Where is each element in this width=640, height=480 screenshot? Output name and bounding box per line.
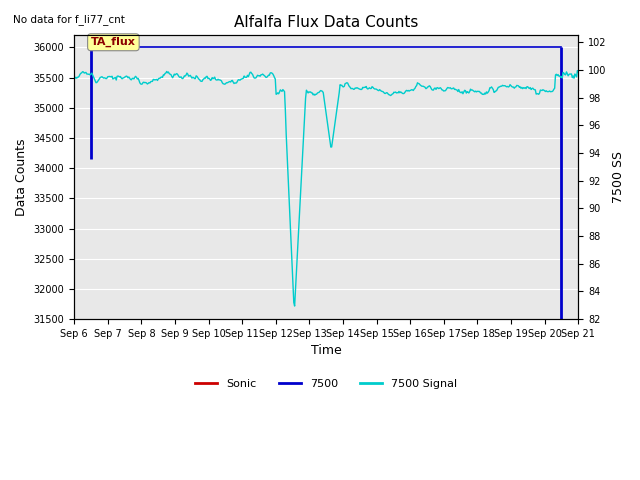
Y-axis label: 7500 SS: 7500 SS bbox=[612, 151, 625, 203]
Y-axis label: Data Counts: Data Counts bbox=[15, 138, 28, 216]
Title: Alfalfa Flux Data Counts: Alfalfa Flux Data Counts bbox=[234, 15, 419, 30]
Text: TA_flux: TA_flux bbox=[91, 37, 136, 48]
Text: No data for f_li77_cnt: No data for f_li77_cnt bbox=[13, 13, 125, 24]
X-axis label: Time: Time bbox=[311, 344, 342, 357]
Legend: Sonic, 7500, 7500 Signal: Sonic, 7500, 7500 Signal bbox=[191, 374, 462, 393]
